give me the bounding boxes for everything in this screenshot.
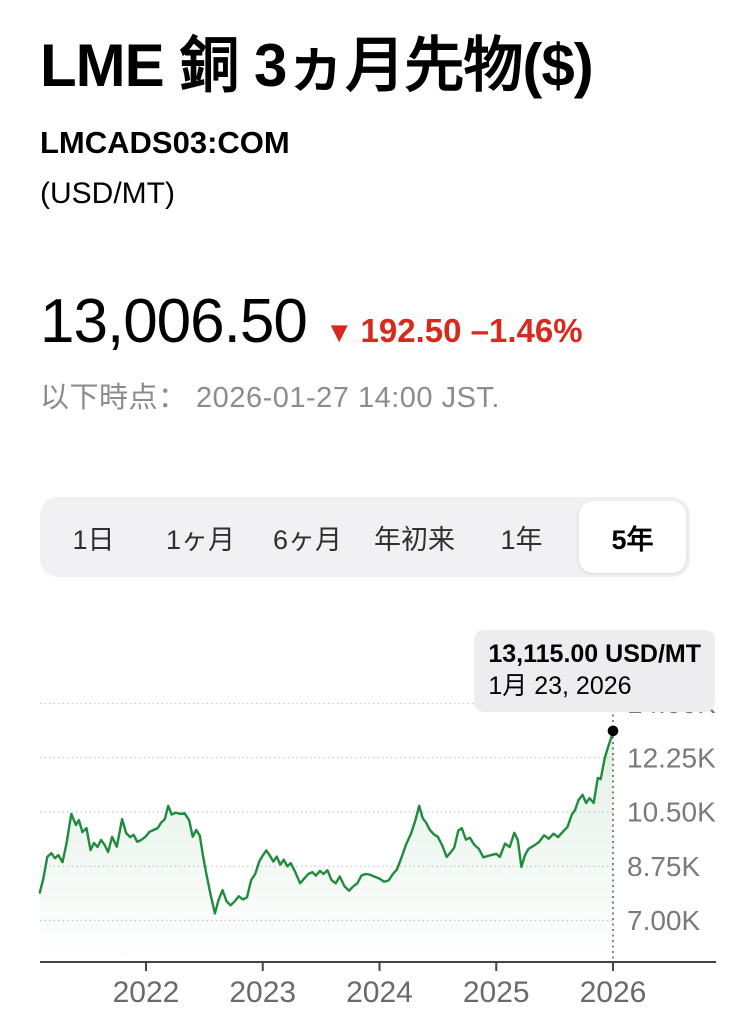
x-tick-label: 2023	[229, 976, 296, 1009]
tooltip-date: 1月 23, 2026	[488, 671, 632, 700]
x-tick-label: 2026	[580, 976, 647, 1009]
instrument-ticker: LMCADS03:COM	[40, 125, 290, 160]
tab-6m[interactable]: 6ヶ月	[272, 524, 343, 555]
change-value: 192.50 –1.46%	[360, 312, 583, 349]
chart-tooltip: 13,115.00 USD/MT 1月 23, 2026	[474, 630, 715, 712]
y-axis-label: 7.00K	[627, 905, 700, 936]
as-of-timestamp: 以下時点： 2026-01-27 14:00 JST.	[40, 382, 500, 414]
quote-row: 13,006.50 ▼ 192.50 –1.46%	[40, 286, 583, 357]
tab-1y[interactable]: 1年	[500, 524, 543, 555]
price-chart-svg[interactable]: 14.00K12.25K10.50K8.75K7.00K202220232024…	[0, 620, 729, 1024]
instrument-header: LME 銅 3ヵ月先物($) LMCADS03:COM (USD/MT)	[40, 32, 594, 211]
x-tick-label: 2024	[346, 976, 413, 1009]
price-change: ▼ 192.50 –1.46%	[325, 312, 583, 350]
tooltip-value: 13,115.00 USD/MT	[488, 640, 701, 668]
down-arrow-icon: ▼	[324, 317, 354, 349]
y-axis-label: 10.50K	[627, 797, 716, 828]
x-tick-label: 2022	[113, 976, 180, 1009]
x-tick-label: 2025	[463, 976, 530, 1009]
price-line	[38, 729, 615, 915]
last-price-dot	[607, 725, 619, 737]
instrument-unit: (USD/MT)	[40, 177, 175, 210]
tab-ytd[interactable]: 年初来	[374, 524, 455, 555]
price-area-fill	[39, 730, 614, 962]
y-axis-label: 12.25K	[627, 742, 716, 773]
range-tab-bar: 1日 1ヶ月 6ヶ月 年初来 1年 5年	[40, 497, 690, 577]
tab-1m[interactable]: 1ヶ月	[165, 524, 236, 555]
y-axis-label: 8.75K	[627, 851, 700, 882]
tab-1d[interactable]: 1日	[72, 524, 115, 555]
tab-5y[interactable]: 5年	[579, 501, 686, 573]
page-title: LME 銅 3ヵ月先物($)	[40, 32, 594, 99]
last-price: 13,006.50	[40, 287, 308, 356]
price-chart: 13,115.00 USD/MT 1月 23, 2026 14.00K12.25…	[0, 620, 729, 1024]
